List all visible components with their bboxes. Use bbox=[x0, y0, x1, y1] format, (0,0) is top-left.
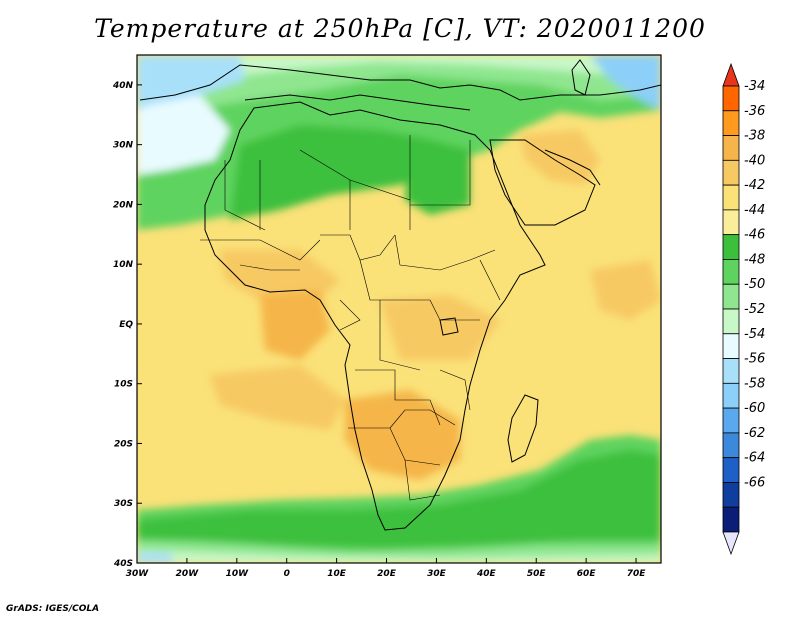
colorbar-label: -54 bbox=[744, 327, 765, 342]
lat-tick-label: 20S bbox=[114, 439, 133, 449]
colorbar-swatch bbox=[722, 159, 740, 186]
colorbar-label: -66 bbox=[744, 475, 765, 490]
grads-credit: GrADS: IGES/COLA bbox=[6, 604, 100, 614]
colorbar-top-arrow bbox=[722, 62, 740, 87]
field-southafrica-warm bbox=[345, 390, 460, 480]
field-south-dark bbox=[137, 450, 661, 548]
colorbar-label: -64 bbox=[744, 451, 765, 466]
caspian bbox=[571, 59, 591, 96]
colorbar-swatch bbox=[722, 259, 740, 285]
map-frame bbox=[136, 54, 662, 564]
lat-tick-label: 30S bbox=[114, 499, 133, 509]
lon-tick-label: 10W bbox=[226, 569, 250, 579]
coastlines bbox=[139, 59, 661, 531]
colorbar-label: -38 bbox=[744, 129, 765, 144]
colorbar-swatch bbox=[722, 110, 740, 136]
madagascar bbox=[507, 394, 539, 463]
lat-tick-label: 10N bbox=[113, 260, 134, 270]
lon-tick-label: 30W bbox=[126, 569, 150, 579]
lon-tick-label: 20W bbox=[176, 569, 200, 579]
country-borders bbox=[200, 135, 501, 501]
colorbar-bottom-arrow bbox=[722, 531, 740, 556]
colorbar-label: -48 bbox=[744, 252, 765, 267]
lon-tick-label: 10E bbox=[327, 569, 347, 579]
field-egypt-green bbox=[405, 135, 470, 215]
colorbar-label: -42 bbox=[744, 178, 765, 193]
field-atlantic-warm bbox=[210, 365, 345, 430]
colorbar-swatch bbox=[722, 382, 740, 409]
field-southwest-blue bbox=[137, 552, 175, 563]
field-north-cold bbox=[137, 55, 661, 100]
field-northeast-blue bbox=[590, 55, 661, 110]
colorbar-swatch bbox=[722, 184, 740, 211]
colorbar-label: -58 bbox=[744, 376, 765, 391]
colorbar-label: -44 bbox=[744, 203, 765, 218]
arabia-coastline bbox=[489, 139, 596, 226]
colorbar-swatch bbox=[722, 407, 740, 434]
lon-tick-label: 40E bbox=[476, 569, 497, 579]
colorbar-swatch bbox=[722, 506, 740, 533]
colorbar-label: -62 bbox=[744, 426, 765, 441]
colorbar-swatch bbox=[722, 432, 740, 459]
colorbar-swatch bbox=[722, 135, 740, 161]
lon-tick-label: 60E bbox=[577, 569, 597, 579]
colorbar-swatch bbox=[722, 358, 740, 384]
colorbar-swatch bbox=[722, 333, 740, 359]
lat-tick-label: 40N bbox=[112, 81, 134, 91]
lon-tick-label: 0 bbox=[284, 569, 290, 579]
temperature-field bbox=[137, 55, 661, 563]
field-congo-warm bbox=[260, 290, 330, 360]
lon-tick-label: 70E bbox=[627, 569, 647, 579]
chart-title: Temperature at 250hPa [C], VT: 202001120… bbox=[94, 14, 706, 43]
lat-tick-label: 30N bbox=[113, 141, 134, 151]
colorbar-label: -34 bbox=[744, 79, 765, 94]
colorbar-label: -56 bbox=[744, 352, 765, 367]
colorbar-label: -40 bbox=[744, 153, 765, 168]
lat-tick-label: 20N bbox=[113, 200, 134, 210]
colorbar-swatch bbox=[722, 482, 740, 508]
lon-tick-label: 20E bbox=[377, 569, 397, 579]
colorbar-swatch bbox=[722, 457, 740, 483]
colorbar-swatch bbox=[722, 85, 740, 112]
lon-tick-label: 30E bbox=[427, 569, 447, 579]
lake-victoria bbox=[439, 317, 459, 336]
lat-tick-label: 40S bbox=[113, 559, 133, 569]
colorbar-swatch bbox=[722, 283, 740, 310]
field-indian-warm bbox=[590, 260, 661, 320]
latitude-axis: 40S 30S 20S 10S EQ 10N 20N 30N 40N bbox=[112, 81, 142, 569]
mediterranean bbox=[244, 94, 471, 111]
europe-coastline bbox=[139, 64, 661, 101]
persian-gulf bbox=[544, 149, 601, 186]
colorbar-label: -36 bbox=[744, 104, 765, 119]
field-westafrica-warm bbox=[220, 250, 340, 300]
colorbar-swatch bbox=[722, 234, 740, 260]
lat-tick-label: 10S bbox=[114, 380, 133, 390]
colorbar-label: -46 bbox=[744, 228, 765, 243]
lon-tick-label: 50E bbox=[527, 569, 547, 579]
colorbar-label: -52 bbox=[744, 302, 765, 317]
longitude-axis: 30W 20W 10W 0 10E 20E 30E 40E 50E 60E 70E bbox=[126, 558, 646, 579]
field-eastafrica-warm bbox=[380, 295, 500, 360]
africa-coastline bbox=[204, 101, 546, 531]
colorbar-swatch bbox=[722, 308, 740, 335]
colorbar-swatch bbox=[722, 209, 740, 236]
field-arabia-warm bbox=[520, 130, 600, 185]
colorbar-label: -50 bbox=[744, 277, 765, 292]
field-northwest-cyan bbox=[137, 95, 230, 175]
lat-tick-label: EQ bbox=[119, 320, 133, 330]
field-south-cold bbox=[137, 550, 661, 563]
colorbar-label: -60 bbox=[744, 401, 765, 416]
colorbar: -34 -36 -38 -40 -42 -44 -46 -48 -50 -52 -54 -56 -58 -… bbox=[722, 62, 765, 556]
